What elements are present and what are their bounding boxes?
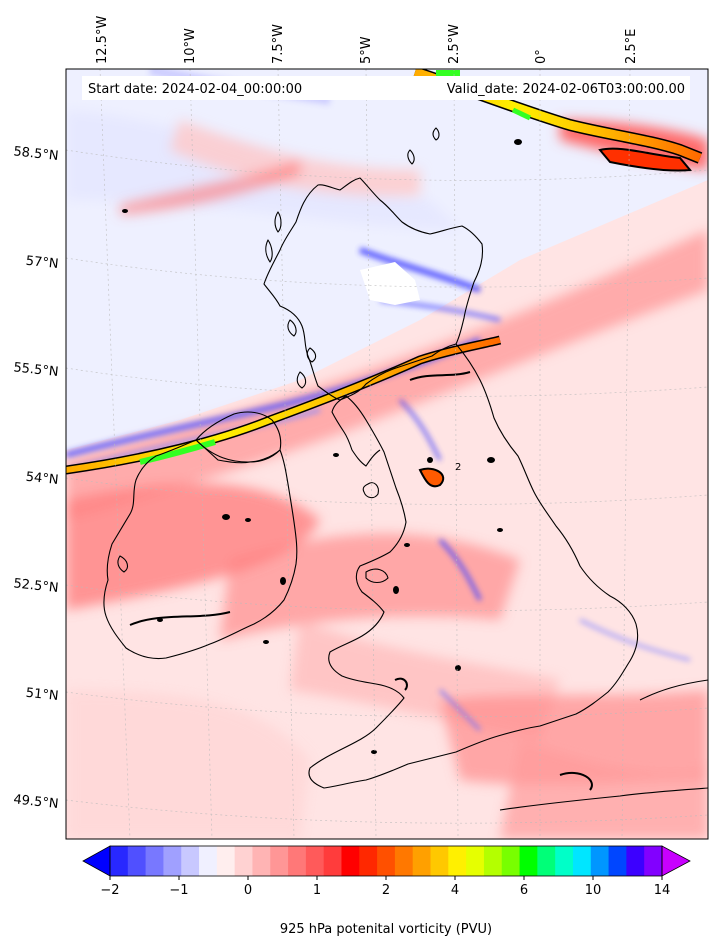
lon-label-2-5w: 2.5°W — [447, 24, 462, 64]
colorbar-cell — [252, 846, 271, 876]
colorbar-cell — [199, 846, 218, 876]
valid-date: Valid_date: 2024-02-06T03:00:00.00 — [447, 82, 685, 97]
colorbar-cell — [483, 846, 503, 876]
colorbar-max-extend — [661, 845, 691, 877]
colorbar-cell — [270, 846, 289, 876]
lat-label-51n: 51°N — [25, 686, 59, 704]
colorbar-tick-label: 4 — [451, 883, 459, 898]
colorbar-tick-label: 2 — [382, 883, 390, 898]
colorbar-cell — [359, 846, 378, 876]
colorbar-cell — [323, 846, 342, 876]
colorbar-cell — [110, 846, 129, 876]
colorbar-cell — [181, 846, 200, 876]
colorbar-cell — [466, 846, 485, 876]
colorbar-cell — [448, 846, 467, 876]
lon-label-12-5w: 12.5°W — [95, 16, 110, 64]
colorbar-cell — [501, 846, 521, 876]
colorbar-tick-label: 10 — [585, 883, 602, 898]
map-field — [66, 69, 708, 839]
longitude-labels: 12.5°W 10°W 7.5°W 5°W 2.5°W 0° 2.5°E — [95, 16, 639, 64]
colorbar-cell — [572, 846, 592, 876]
latitude-labels: 58.5°N 57°N 55.5°N 54°N 52.5°N 51°N 49.5… — [13, 144, 59, 812]
colorbar-cell — [644, 846, 663, 876]
lon-label-5w: 5°W — [359, 36, 374, 64]
colorbar-cell — [288, 846, 307, 876]
colorbar-cell — [412, 846, 432, 876]
colorbar-cell — [555, 846, 574, 876]
colorbar-cell — [590, 846, 610, 876]
start-date: Start date: 2024-02-04_00:00:00 — [88, 82, 302, 97]
colorbar-cell — [537, 846, 556, 876]
colorbar-tick-label: 1 — [313, 883, 321, 898]
colorbar-cell — [234, 846, 253, 876]
lon-label-0: 0° — [534, 49, 549, 64]
colorbar-tick-label: 6 — [520, 883, 528, 898]
colorbar-cell — [127, 846, 147, 876]
colorbar-cell — [519, 846, 538, 876]
lat-label-57n: 57°N — [25, 254, 59, 272]
colorbar-label: 925 hPa potenital vorticity (PVU) — [280, 922, 492, 937]
lon-label-10w: 10°W — [183, 28, 198, 64]
colorbar-cell — [430, 846, 449, 876]
colorbar-cell — [163, 846, 182, 876]
colorbar-tick-label: 0 — [244, 883, 252, 898]
map-frame — [65, 68, 709, 840]
header-box — [82, 76, 690, 100]
colorbar-min-extend — [82, 845, 111, 877]
colorbar-cell — [626, 846, 645, 876]
lat-label-54n: 54°N — [25, 470, 59, 488]
colorbar-cell — [394, 846, 414, 876]
colorbar-tick-label: −2 — [100, 883, 119, 898]
lon-label-7-5w: 7.5°W — [271, 24, 286, 64]
colorbar-cell — [608, 846, 627, 876]
colorbar-tick-label: 14 — [654, 883, 671, 898]
colorbar-cell — [341, 846, 360, 876]
colorbar-cell — [145, 846, 164, 876]
colorbar-cell — [377, 846, 396, 876]
colorbar: −2 −1 0 1 2 4 6 10 14 925 hPa potenital vorticit… — [82, 845, 691, 937]
colorbar-tick-label: −1 — [169, 883, 188, 898]
lat-label-52-5n: 52.5°N — [13, 576, 59, 596]
coastlines — [103, 127, 708, 811]
colorbar-cell — [216, 846, 236, 876]
contour-label: 2 — [455, 462, 461, 473]
colorbar-cell — [305, 846, 325, 876]
lat-label-55-5n: 55.5°N — [13, 360, 59, 380]
lat-label-49-5n: 49.5°N — [13, 792, 59, 812]
lat-label-58-5n: 58.5°N — [13, 144, 59, 164]
lon-label-2-5e: 2.5°E — [624, 29, 639, 64]
